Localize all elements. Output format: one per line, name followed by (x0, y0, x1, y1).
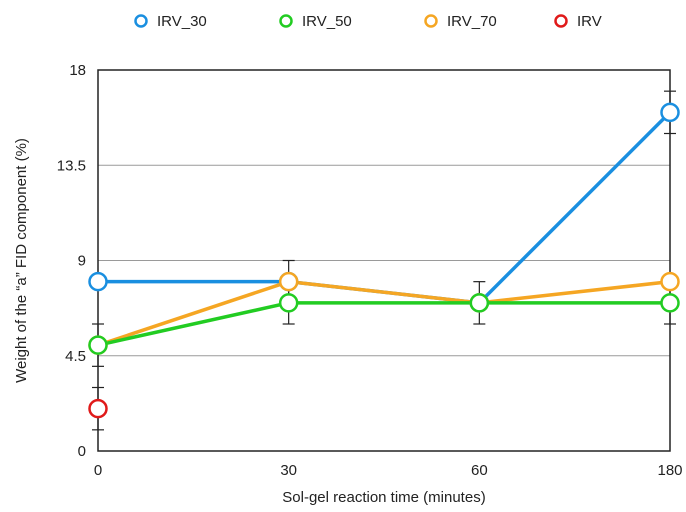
y-axis-title: Weight of the “a” FID component (%) (13, 138, 30, 383)
data-point-irv-50 (278, 293, 299, 313)
data-point-irv-50 (469, 293, 490, 313)
legend-label: IRV_30 (157, 13, 207, 30)
data-point-irv-50 (660, 293, 680, 313)
y-tick-label: 13.5 (57, 157, 86, 174)
y-tick-label: 18 (69, 62, 86, 79)
y-tick-label: 0 (78, 443, 86, 460)
legend-label: IRV_50 (302, 13, 352, 30)
x-tick-label: 0 (94, 462, 102, 479)
legend-marker-icon (279, 14, 293, 28)
data-point-irv-70 (660, 271, 680, 292)
data-point-irv-70 (278, 271, 299, 292)
x-tick-label: 60 (471, 462, 488, 479)
x-tick-label: 30 (280, 462, 297, 479)
series-line-irv-70 (96, 279, 672, 347)
data-point-irv-50 (88, 335, 108, 355)
series-line-irv-30 (96, 110, 672, 305)
legend-marker-icon (134, 14, 148, 28)
grid (98, 164, 670, 357)
legend-label: IRV (577, 13, 602, 30)
legend: IRV_30 IRV_50 IRV_70 IRV (134, 13, 602, 30)
legend-marker-icon (424, 14, 438, 28)
y-axis: 0 4.5 9 13.5 18 (57, 62, 86, 460)
plot-frame (97, 69, 671, 452)
data-point-irv-30 (88, 271, 108, 292)
series-line-irv-50 (96, 301, 672, 347)
x-tick-label: 180 (657, 462, 682, 479)
legend-marker-icon (554, 14, 568, 28)
y-tick-label: 4.5 (65, 348, 86, 365)
series-lines (96, 110, 672, 347)
x-axis-title: Sol-gel reaction time (minutes) (282, 489, 485, 506)
y-tick-label: 9 (78, 253, 86, 270)
data-point-irv-30 (660, 102, 680, 123)
data-point-irv (88, 398, 108, 419)
legend-label: IRV_70 (447, 13, 497, 30)
data-points (88, 102, 680, 419)
x-axis: 0 30 60 180 (94, 462, 683, 479)
